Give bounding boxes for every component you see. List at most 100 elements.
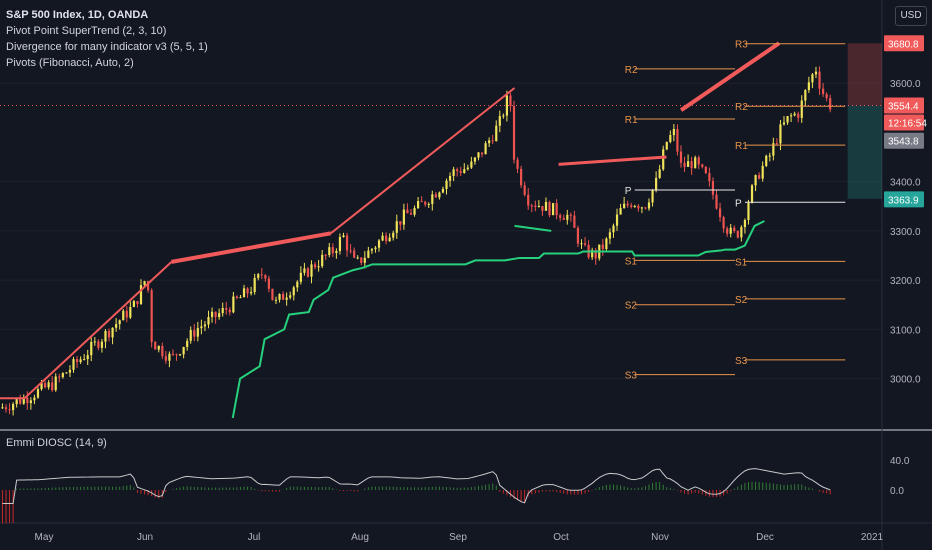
candle-body (345, 235, 349, 251)
candle-body (132, 301, 135, 307)
candle-body (797, 113, 800, 118)
candle-body (118, 320, 121, 325)
candle-body (12, 404, 15, 411)
candle-body (722, 217, 725, 229)
take-profit-zone (847, 105, 882, 199)
candle-body (139, 285, 143, 304)
candle-body (168, 353, 171, 361)
candle-body (718, 208, 722, 218)
candle-body (75, 359, 79, 363)
price-axis-tick: 3400.0 (890, 178, 921, 189)
time-axis-tick: Dec (756, 532, 774, 543)
candle-body (811, 74, 814, 83)
candle-body (281, 294, 285, 300)
candle-body (655, 177, 658, 190)
candle-body (544, 201, 548, 211)
candle-body (154, 342, 157, 350)
price-label: 12:16:54 (888, 119, 927, 130)
candle-body (36, 389, 40, 398)
candle-body (758, 175, 761, 179)
candle-body (349, 250, 352, 252)
candle-body (669, 135, 672, 142)
candle-body (409, 213, 413, 215)
candle-body (338, 237, 342, 251)
candle-body (743, 220, 747, 228)
candle-body (274, 299, 278, 301)
candle-series (1, 66, 832, 416)
candle-body (530, 205, 533, 207)
candle-body (672, 128, 675, 136)
candle-body (250, 291, 253, 294)
time-axis-tick: Oct (553, 532, 569, 543)
candle-body (285, 297, 288, 300)
candle-body (129, 306, 132, 318)
candle-body (747, 202, 750, 221)
candle-body (392, 232, 395, 238)
candle-body (143, 281, 146, 286)
candle-body (83, 359, 86, 361)
oscillator-title[interactable]: Emmi DIOSC (14, 9) (6, 437, 107, 449)
indicator-label-supertrend[interactable]: Pivot Point SuperTrend (2, 3, 10) (6, 25, 167, 37)
candle-body (775, 143, 778, 145)
candle-body (697, 157, 700, 165)
candle-body (221, 307, 224, 314)
candle-body (779, 124, 782, 144)
supertrend-line (231, 220, 765, 419)
stop-loss-zone (847, 43, 882, 106)
candle-body (178, 354, 182, 356)
candle-body (413, 208, 416, 215)
candle-body (690, 161, 693, 169)
candle-body (54, 376, 57, 391)
candle-body (164, 356, 167, 361)
candle-body (370, 249, 374, 251)
pivot-label-s3: S3 (625, 371, 638, 382)
candle-body (196, 328, 199, 337)
price-label-box (884, 114, 924, 131)
candle-body (324, 254, 327, 256)
candle-body (214, 311, 217, 318)
candle-body (150, 290, 153, 343)
candle-body (4, 407, 8, 410)
candle-body (601, 244, 604, 250)
candle-body (452, 169, 455, 176)
indicator-label-pivots[interactable]: Pivots (Fibonacci, Auto, 2) (6, 57, 134, 69)
price-label-box (884, 97, 924, 114)
pivot-label-s2: S2 (625, 301, 638, 312)
price-axis-tick: 3600.0 (890, 79, 921, 90)
time-axis-tick: Sep (449, 532, 467, 543)
candle-body (551, 203, 555, 216)
candle-body (321, 254, 324, 267)
candle-body (615, 214, 619, 226)
candle-body (623, 203, 626, 208)
candle-body (363, 257, 366, 263)
symbol-title[interactable]: S&P 500 Index, 1D, OANDA (6, 9, 149, 21)
time-axis-tick: 2021 (861, 532, 884, 543)
candle-body (377, 240, 381, 248)
currency-button[interactable]: USD (895, 6, 927, 26)
indicator-label-divergence[interactable]: Divergence for many indicator v3 (5, 5, … (6, 41, 208, 53)
candle-body (239, 297, 242, 299)
candle-body (399, 221, 402, 225)
candle-body (633, 205, 636, 207)
price-label: 3543.8 (888, 137, 919, 148)
candle-body (765, 155, 768, 166)
candle-body (555, 203, 558, 216)
candle-body (701, 164, 704, 167)
pivot-label-p: P (735, 198, 742, 209)
oscillator-axis-tick: 0.0 (890, 486, 904, 497)
candle-body (79, 359, 82, 363)
candle-body (484, 143, 487, 155)
candle-body (456, 169, 459, 172)
candle-body (157, 345, 160, 350)
candle-body (353, 250, 356, 258)
time-axis-tick: Nov (651, 532, 669, 543)
candle-body (68, 369, 72, 373)
candle-body (445, 180, 448, 189)
candle-body (804, 90, 807, 101)
candle-body (385, 235, 388, 242)
candle-body (303, 268, 306, 273)
candle-body (292, 287, 295, 296)
oscillator-axis-tick: 40.0 (890, 456, 910, 467)
